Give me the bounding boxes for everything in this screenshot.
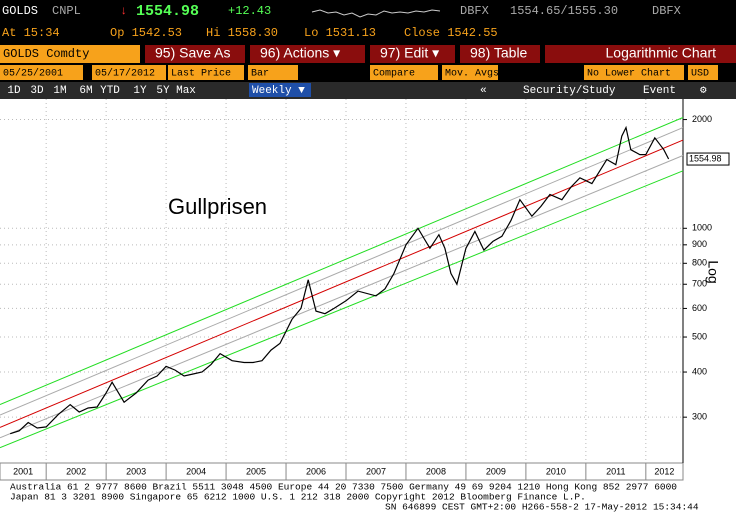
- control-label[interactable]: Last Price: [171, 68, 231, 80]
- security[interactable]: GOLDS Comdty: [3, 47, 89, 61]
- y-tick-label: 500: [692, 331, 707, 341]
- x-tick-label: 2010: [546, 466, 566, 476]
- x-tick-label: 2008: [426, 466, 446, 476]
- x-tick-label: 2002: [66, 466, 86, 476]
- low: Lo 1531.13: [304, 26, 376, 40]
- y-tick-label: 1000: [692, 223, 712, 233]
- ticker: GOLDS: [2, 4, 38, 18]
- button[interactable]: [250, 45, 365, 63]
- y-tick-label: 400: [692, 366, 707, 376]
- y-tick-label: 700: [692, 279, 707, 289]
- chart-mode: Logarithmic Chart: [606, 45, 717, 61]
- control[interactable]: [168, 65, 244, 80]
- control-label[interactable]: Mov. Avgs: [445, 69, 499, 80]
- toolbar: [0, 82, 736, 99]
- control-label[interactable]: 05/17/2012: [95, 68, 155, 80]
- footer-line: Australia 61 2 9777 8600 Brazil 5511 304…: [10, 482, 677, 493]
- control[interactable]: [370, 65, 438, 80]
- trend-line: [0, 139, 684, 428]
- y-tick-label: 900: [692, 239, 707, 249]
- period-button[interactable]: 1D: [7, 85, 21, 97]
- last-value-box: [686, 152, 730, 166]
- bid-source: DBFX: [460, 4, 489, 18]
- direction: ↓: [120, 4, 127, 18]
- x-tick-label: 2011: [606, 466, 625, 476]
- ask-source: DBFX: [652, 4, 681, 18]
- trend-line: [0, 127, 684, 416]
- close: Close 1542.55: [404, 26, 498, 40]
- source: CNPL: [52, 4, 81, 18]
- price-line: [10, 125, 670, 435]
- mode-box: [545, 45, 736, 63]
- control[interactable]: [248, 65, 298, 80]
- annotation: Gullprisen: [168, 194, 267, 219]
- bid-ask: 1554.65/1555.30: [510, 4, 618, 18]
- footer-line: SN 646899 CEST GMT+2:00 H266-558-2 17-Ma…: [385, 502, 699, 513]
- control-label[interactable]: Bar: [251, 69, 269, 80]
- x-axis-band: [0, 462, 684, 481]
- x-tick-label: 2003: [126, 466, 146, 476]
- button-label[interactable]: 98) Table: [470, 45, 528, 61]
- tool-button[interactable]: Security/Study: [523, 85, 616, 97]
- button[interactable]: [370, 45, 455, 63]
- high: Hi 1558.30: [206, 26, 278, 40]
- control-label[interactable]: USD: [691, 69, 709, 80]
- tool-button[interactable]: «: [480, 85, 487, 97]
- control[interactable]: [584, 65, 684, 80]
- security-box[interactable]: [0, 45, 140, 63]
- y-tick-label: 600: [692, 303, 707, 313]
- y-tick-label: 2000: [692, 114, 712, 124]
- control-label[interactable]: -: [88, 69, 94, 80]
- x-tick-label: 2001: [13, 466, 33, 476]
- control-label[interactable]: 05/25/2001: [3, 68, 63, 80]
- button-label[interactable]: 95) Save As: [155, 45, 231, 61]
- control[interactable]: [688, 65, 718, 80]
- frequency[interactable]: Weekly ▼: [252, 85, 305, 97]
- button-label[interactable]: 97) Edit ▾: [380, 45, 439, 61]
- plot-bg: [0, 99, 683, 480]
- button[interactable]: [460, 45, 540, 63]
- trend-line: [0, 117, 684, 406]
- trend-line: [0, 170, 684, 449]
- y-tick-label: 300: [692, 412, 707, 422]
- x-tick-label: 2009: [486, 466, 506, 476]
- period-button[interactable]: 5Y: [156, 85, 170, 97]
- sparkline: [311, 9, 441, 18]
- x-tick-label: 2006: [306, 466, 326, 476]
- y-tick-label: 800: [692, 258, 707, 268]
- period-button[interactable]: 1M: [53, 85, 66, 97]
- time: At 15:34: [2, 26, 60, 40]
- frequency-box[interactable]: [249, 83, 311, 97]
- control[interactable]: [442, 65, 498, 80]
- x-tick-label: 2004: [186, 466, 206, 476]
- button[interactable]: [145, 45, 245, 63]
- period-button[interactable]: YTD: [100, 85, 120, 97]
- period-button[interactable]: 6M: [79, 85, 92, 97]
- last-value-label: 1554.98: [689, 153, 722, 163]
- control[interactable]: [92, 65, 166, 80]
- x-tick-label: 2007: [366, 466, 386, 476]
- x-tick-label: 2005: [246, 466, 266, 476]
- control[interactable]: [0, 65, 83, 80]
- footer-line: Japan 81 3 3201 8900 Singapore 65 6212 1…: [10, 492, 586, 503]
- tool-button[interactable]: ⚙: [700, 85, 707, 97]
- last-price: 1554.98: [136, 3, 199, 20]
- control-label[interactable]: No Lower Chart: [587, 68, 671, 80]
- open: Op 1542.53: [110, 26, 182, 40]
- change: +12.43: [228, 4, 271, 18]
- tool-button[interactable]: Event: [643, 85, 676, 97]
- period-button[interactable]: Max: [176, 85, 196, 97]
- button-label[interactable]: 96) Actions ▾: [260, 45, 340, 61]
- control-label[interactable]: Compare: [373, 69, 415, 80]
- period-button[interactable]: 1Y: [133, 85, 147, 97]
- y-axis-label: Log: [705, 260, 721, 283]
- control[interactable]: [85, 65, 91, 80]
- period-button[interactable]: 3D: [30, 85, 44, 97]
- x-tick-label: 2012: [654, 466, 674, 476]
- trend-line: [0, 155, 684, 439]
